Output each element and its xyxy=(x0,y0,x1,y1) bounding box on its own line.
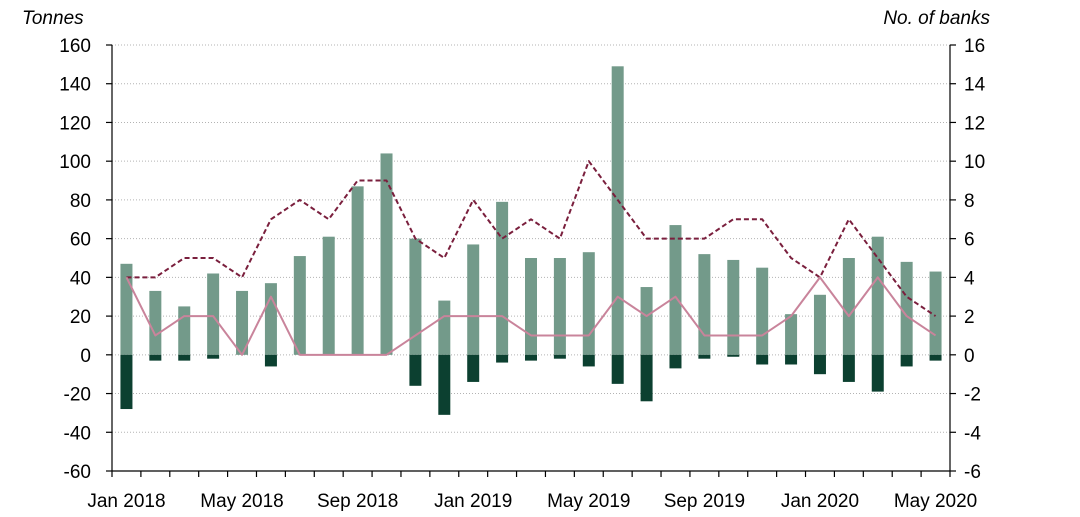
right-tick-label: 2 xyxy=(964,307,975,328)
bar-negative xyxy=(264,354,277,367)
x-tick-label: Sep 2019 xyxy=(664,491,745,512)
x-tick-label: Sep 2018 xyxy=(317,491,398,512)
left-tick-label: 80 xyxy=(70,191,91,212)
bar-negative xyxy=(900,354,913,367)
bar-positive xyxy=(438,300,451,355)
x-tick-label: Jan 2019 xyxy=(434,491,512,512)
bar-positive xyxy=(698,254,711,355)
bar-negative xyxy=(871,354,884,392)
bar-negative xyxy=(149,354,162,361)
bar-negative xyxy=(756,354,769,365)
left-tick-label: 20 xyxy=(70,307,91,328)
bar-positive xyxy=(264,283,277,355)
bar-positive xyxy=(236,290,249,355)
bar-negative xyxy=(727,354,740,357)
bar-negative xyxy=(207,354,220,359)
left-tick-label: 120 xyxy=(59,113,91,134)
right-tick-label: -2 xyxy=(964,385,981,406)
dashed-line-series xyxy=(126,160,937,317)
left-tick-label: 100 xyxy=(59,152,91,173)
x-tick-label: Jan 2018 xyxy=(87,491,165,512)
lines-layer xyxy=(125,160,937,356)
right-tick-label: -4 xyxy=(964,423,981,444)
right-tick-label: 8 xyxy=(964,191,975,212)
bar-positive xyxy=(727,259,740,355)
right-tick-label: 12 xyxy=(964,113,985,134)
bar-positive xyxy=(293,256,306,355)
right-tick-label: 10 xyxy=(964,152,985,173)
right-tick-label: -6 xyxy=(964,462,981,483)
bar-positive xyxy=(380,153,393,355)
axes-layer xyxy=(106,44,956,477)
bar-negative xyxy=(611,354,624,384)
bar-positive xyxy=(351,186,364,355)
bar-positive xyxy=(553,258,566,355)
bar-negative xyxy=(496,354,509,363)
bar-positive xyxy=(582,252,595,355)
bar-negative xyxy=(669,354,682,369)
right-tick-label: 4 xyxy=(964,268,975,289)
bar-positive xyxy=(496,201,509,355)
bar-negative xyxy=(929,354,942,361)
bar-negative xyxy=(178,354,191,361)
bar-negative xyxy=(640,354,653,402)
bar-positive xyxy=(322,236,335,355)
solid-line-series xyxy=(125,276,937,356)
right-tick-label: 6 xyxy=(964,230,975,251)
bar-negative xyxy=(525,354,537,361)
bar-positive xyxy=(756,267,769,355)
bar-positive xyxy=(149,290,162,355)
bar-negative xyxy=(467,354,480,382)
left-tick-label: 0 xyxy=(80,346,91,367)
bar-positive xyxy=(842,258,855,355)
bar-positive xyxy=(178,306,191,355)
bar-positive xyxy=(611,66,624,355)
bar-positive xyxy=(467,244,480,355)
bar-negative xyxy=(698,354,711,359)
left-tick-label: -20 xyxy=(64,385,91,406)
labels-layer: Tonnes No. of banks 16014012010080604020… xyxy=(22,8,990,512)
bar-negative xyxy=(553,354,566,359)
bar-negative xyxy=(409,354,422,386)
left-tick-label: -40 xyxy=(64,423,91,444)
bar-negative xyxy=(813,354,826,375)
bar-negative xyxy=(582,354,595,367)
right-tick-label: 14 xyxy=(964,75,986,96)
right-axis-title: No. of banks xyxy=(883,8,990,29)
left-axis-title: Tonnes xyxy=(22,8,84,29)
bar-positive xyxy=(785,314,798,355)
bar-negative xyxy=(438,354,451,415)
left-tick-label: 60 xyxy=(70,230,91,251)
bar-positive xyxy=(409,238,422,355)
bar-positive xyxy=(900,261,913,355)
bar-positive xyxy=(669,225,682,355)
bar-positive xyxy=(120,263,133,355)
bar-negative xyxy=(842,354,855,382)
left-tick-label: 140 xyxy=(59,75,91,96)
x-tick-label: May 2019 xyxy=(547,491,630,512)
right-tick-label: 0 xyxy=(964,346,975,367)
bar-positive xyxy=(871,236,884,355)
x-tick-label: May 2020 xyxy=(894,491,977,512)
bar-positive xyxy=(640,287,653,355)
x-tick-label: Jan 2020 xyxy=(781,491,859,512)
bar-positive xyxy=(813,294,826,355)
right-tick-label: 16 xyxy=(964,36,985,57)
bar-positive xyxy=(525,258,537,355)
x-tick-label: May 2018 xyxy=(200,491,283,512)
bars-layer xyxy=(120,66,942,415)
bar-negative xyxy=(785,354,798,365)
bar-positive xyxy=(207,273,220,355)
left-tick-label: 40 xyxy=(70,268,91,289)
left-tick-label: 160 xyxy=(59,36,91,57)
bar-negative xyxy=(120,354,133,410)
left-tick-label: -60 xyxy=(64,462,91,483)
